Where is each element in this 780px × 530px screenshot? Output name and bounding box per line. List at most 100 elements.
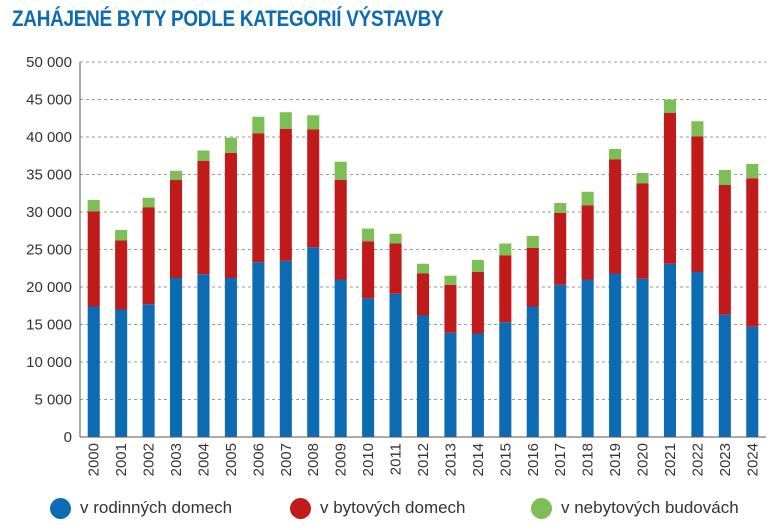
y-tick-label: 20 000: [26, 279, 72, 296]
bar-segment-bytove-2001: [115, 240, 128, 310]
bar-segment-nebytove-2024: [746, 164, 759, 179]
bar-segment-bytove-2000: [87, 211, 100, 307]
bar-segment-rodinne-2002: [142, 304, 155, 437]
y-tick-label: 30 000: [26, 204, 72, 221]
x-tick-label: 2010: [360, 443, 377, 476]
bar-segment-bytove-2017: [554, 212, 567, 285]
bar-segment-bytove-2012: [416, 273, 430, 316]
bar-segment-bytove-2023: [718, 185, 731, 315]
x-tick-label: 2015: [497, 443, 514, 476]
x-tick-label: 2017: [552, 443, 569, 476]
bar-segment-bytove-2016: [526, 248, 539, 307]
bar-segment-bytove-2020: [636, 183, 649, 279]
x-tick-label: 2000: [86, 443, 103, 476]
y-tick-label: 40 000: [26, 129, 72, 146]
bar-segment-nebytove-2008: [307, 115, 320, 130]
axes: [79, 62, 766, 438]
bar-segment-rodinne-2013: [444, 332, 457, 437]
bar-segment-rodinne-2004: [197, 274, 210, 437]
bar-segment-bytove-2024: [746, 178, 759, 327]
x-tick-label: 2013: [442, 443, 459, 476]
bar-segment-rodinne-2000: [87, 306, 100, 437]
bar-segment-bytove-2008: [307, 129, 320, 248]
y-tick-label: 5 000: [34, 392, 72, 409]
y-tick-label: 35 000: [26, 167, 72, 184]
legend-item-bytove: v bytových domech: [290, 492, 466, 524]
y-tick-label: 0: [64, 429, 72, 446]
x-tick-label: 2001: [113, 443, 130, 476]
bar-segment-rodinne-2023: [718, 314, 731, 437]
bar-segment-nebytove-2021: [663, 99, 676, 113]
bar-segment-nebytove-2002: [142, 197, 155, 208]
bar-segment-rodinne-2011: [389, 293, 402, 437]
bar-segment-nebytove-2017: [554, 203, 567, 213]
bar-segment-rodinne-2005: [224, 278, 237, 437]
legend-swatch-bytove: [290, 497, 311, 519]
bar-segment-rodinne-2018: [581, 279, 594, 437]
bar-segment-bytove-2010: [362, 241, 375, 299]
bar-segment-nebytove-2013: [444, 275, 457, 285]
bar-segment-nebytove-2019: [609, 149, 622, 160]
bar-segment-bytove-2013: [444, 284, 457, 333]
bar-segment-bytove-2019: [609, 159, 622, 274]
x-tick-label: 2022: [689, 443, 706, 476]
x-tick-label: 2020: [635, 443, 652, 476]
bar-segment-bytove-2004: [197, 161, 210, 275]
y-tick-labels: 0 5 000 10 000 15 000 20 000 25 000 30 000 35 0…: [26, 54, 72, 446]
x-tick-label: 2003: [168, 443, 185, 476]
y-tick-label: 45 000: [26, 92, 72, 109]
bar-segment-bytove-2007: [279, 128, 292, 261]
bar-segment-rodinne-2016: [526, 306, 539, 437]
bar-segment-nebytove-2016: [526, 236, 539, 248]
bar-segment-bytove-2002: [142, 207, 155, 305]
legend-swatch-rodinne: [50, 497, 71, 519]
bar-segment-nebytove-2022: [691, 121, 704, 137]
bar-segment-bytove-2003: [170, 179, 183, 278]
x-tick-label: 2006: [250, 443, 267, 476]
y-tick-label: 15 000: [26, 317, 72, 334]
x-tick-label: 2014: [470, 443, 487, 476]
bar-segment-nebytove-2000: [87, 200, 100, 212]
y-tick-label: 25 000: [26, 242, 72, 259]
bar-segment-bytove-2011: [389, 243, 402, 294]
bar-segment-rodinne-2009: [334, 279, 347, 437]
chart-title: ZAHÁJENÉ BYTY PODLE KATEGORIÍ VÝSTAVBY: [12, 6, 444, 31]
bar-segment-bytove-2005: [224, 152, 237, 278]
bar-segment-bytove-2006: [252, 133, 265, 263]
bar-segment-bytove-2021: [663, 113, 676, 264]
bar-segment-bytove-2014: [471, 272, 484, 334]
bar-segment-nebytove-2011: [389, 233, 402, 244]
bar-segment-nebytove-2012: [416, 263, 430, 274]
y-tick-label: 50 000: [26, 54, 72, 71]
bar-segment-rodinne-2020: [636, 278, 649, 437]
bar-segment-nebytove-2004: [197, 150, 210, 161]
legend-swatch-nebytove: [531, 497, 552, 519]
bar-segment-nebytove-2007: [279, 112, 292, 129]
bar-segment-rodinne-2008: [307, 247, 320, 437]
x-tick-label: 2021: [662, 443, 679, 476]
stacked-bar-chart: 0 5 000 10 000 15 000 20 000 25 000 30 000 35 0…: [26, 54, 766, 476]
legend-label-rodinne: v rodinných domech: [80, 498, 233, 517]
x-tick-label: 2011: [388, 443, 405, 475]
bar-segment-bytove-2015: [499, 255, 512, 323]
bar-segment-nebytove-2018: [581, 191, 594, 206]
x-tick-label: 2004: [195, 443, 212, 476]
bar-segment-nebytove-2001: [115, 230, 128, 241]
x-tick-label: 2016: [525, 443, 542, 476]
x-tick-label: 2009: [333, 443, 350, 476]
bar-segment-rodinne-2003: [170, 278, 183, 437]
x-tick-label: 2002: [141, 443, 158, 476]
y-tick-label: 10 000: [26, 354, 72, 371]
bar-segment-rodinne-2019: [609, 273, 622, 437]
legend: v rodinných domech v bytových domech v n…: [0, 492, 780, 524]
bar-segment-nebytove-2009: [334, 161, 347, 180]
bar-segment-nebytove-2023: [718, 170, 731, 185]
bar-segment-bytove-2009: [334, 179, 347, 280]
legend-item-nebytove: v nebytových budovách: [531, 492, 739, 524]
x-tick-label: 2005: [223, 443, 240, 476]
x-tick-labels: 2000 2001 2002 2003 2004 2005 2006 2007 2008 2009…: [86, 443, 762, 476]
x-tick-label: 2018: [580, 443, 597, 476]
bar-segment-nebytove-2005: [224, 137, 237, 153]
bar-segment-rodinne-2021: [663, 263, 676, 437]
bar-segment-nebytove-2015: [499, 243, 512, 256]
